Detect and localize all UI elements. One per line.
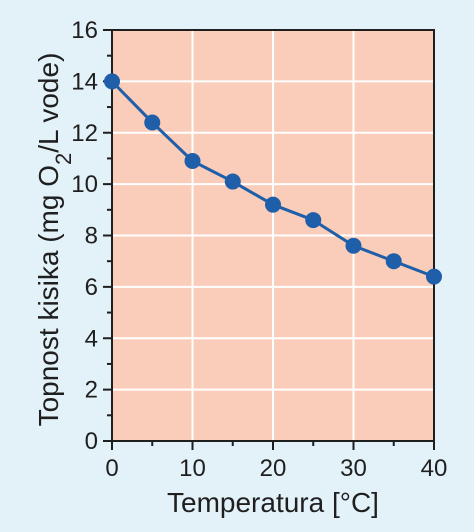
y-tick-label: 16	[71, 17, 98, 44]
y-tick-label: 0	[85, 428, 98, 455]
y-tick-label: 6	[85, 274, 98, 301]
data-point	[426, 268, 442, 285]
data-series	[104, 73, 442, 285]
data-point	[305, 212, 322, 229]
data-point	[345, 237, 362, 254]
y-tick-label: 4	[85, 325, 98, 352]
y-tick-label: 10	[71, 171, 98, 198]
x-axis-label: Temperatura [°C]	[167, 487, 379, 518]
data-point	[184, 153, 201, 170]
grid-lines	[112, 29, 435, 441]
data-point	[104, 73, 120, 90]
x-tick-label: 40	[421, 455, 448, 482]
data-point	[265, 196, 281, 213]
x-tick-label: 20	[260, 455, 287, 482]
data-point	[224, 173, 241, 190]
data-point	[144, 114, 161, 131]
x-tick-label: 10	[179, 455, 206, 482]
y-tick-label: 12	[71, 120, 98, 147]
axes: 0 10 20 30 40 0 2 4 6 8 10 12 14 16	[71, 17, 447, 482]
y-axis-label-main: Topnost kisika (mg O	[33, 165, 64, 426]
y-tick-label: 2	[85, 377, 98, 404]
y-tick-label: 8	[85, 223, 98, 250]
x-tick-label: 30	[340, 455, 367, 482]
y-tick-label: 14	[71, 68, 98, 95]
y-axis-label-subscript: 2	[51, 153, 76, 165]
y-axis-label-tail: /L vode)	[33, 53, 64, 153]
y-axis-label: Topnost kisika (mg O2/L vode)	[33, 53, 76, 427]
x-tick-label: 0	[105, 455, 118, 482]
data-point	[385, 253, 402, 270]
